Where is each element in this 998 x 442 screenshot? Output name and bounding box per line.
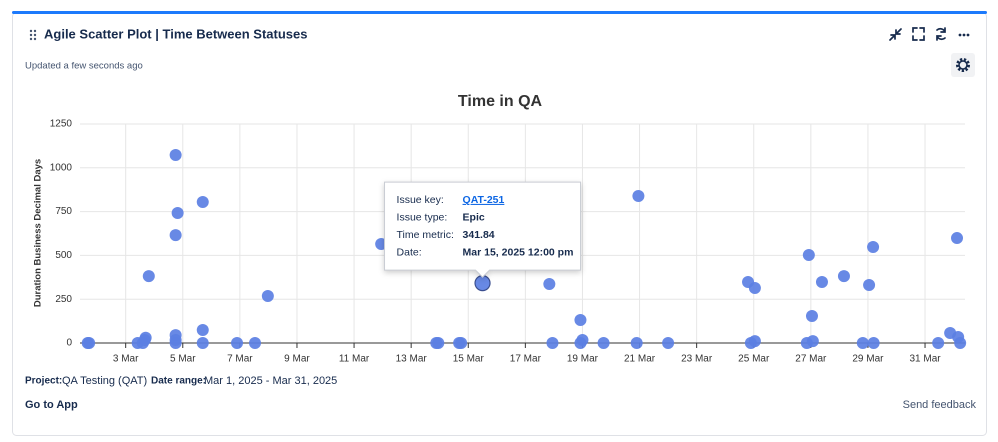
y-tick-label: 1250	[50, 119, 73, 130]
data-point[interactable]	[576, 334, 589, 347]
data-point[interactable]	[867, 240, 880, 253]
tooltip-label: Issue key:	[397, 194, 444, 206]
tooltip-label: Issue type:	[397, 211, 448, 223]
data-point[interactable]	[196, 337, 209, 349]
x-tick-label: 9 Mar	[284, 354, 310, 365]
x-tick-label: 3 Mar	[113, 354, 139, 365]
data-point[interactable]	[169, 229, 182, 242]
data-point[interactable]	[815, 276, 828, 289]
tooltip-value: Mar 15, 2025 12:00 pm	[463, 246, 574, 258]
data-point[interactable]	[574, 314, 587, 327]
data-point[interactable]	[748, 335, 761, 348]
x-tick-label: 29 Mar	[852, 354, 884, 365]
x-tick-label: 21 Mar	[624, 354, 656, 365]
data-point[interactable]	[249, 337, 262, 349]
x-tick-label: 15 Mar	[453, 354, 485, 365]
data-point[interactable]	[597, 337, 610, 349]
minimize-icon[interactable]	[889, 28, 902, 41]
data-point[interactable]	[805, 310, 818, 323]
tooltip-label: Date:	[397, 246, 422, 258]
x-tick-label: 7 Mar	[227, 354, 253, 365]
data-point[interactable]	[474, 275, 491, 292]
points	[81, 149, 967, 349]
x-tick-label: 5 Mar	[170, 354, 196, 365]
data-point[interactable]	[455, 337, 468, 349]
data-point[interactable]	[432, 337, 445, 349]
date-range-value: Mar 1, 2025 - Mar 31, 2025	[204, 375, 337, 387]
data-point[interactable]	[951, 232, 964, 245]
data-point[interactable]	[261, 290, 274, 303]
go-to-app-link[interactable]: Go to App	[25, 399, 78, 411]
x-tick-label: 25 Mar	[738, 354, 770, 365]
data-point[interactable]	[196, 324, 209, 337]
y-tick-label: 1000	[50, 162, 73, 173]
y-tick-label: 250	[55, 294, 72, 305]
send-feedback-link[interactable]: Send feedback	[903, 399, 977, 411]
widget-title: Agile Scatter Plot | Time Between Status…	[44, 26, 307, 41]
refresh-icon[interactable]	[936, 27, 946, 41]
data-point[interactable]	[867, 337, 880, 349]
tooltip-value: Epic	[463, 211, 485, 223]
tooltip-value: 341.84	[463, 229, 495, 241]
data-point[interactable]	[806, 335, 819, 348]
tooltip-box	[384, 181, 582, 278]
y-tick-label: 750	[55, 206, 72, 217]
x-tick-label: 31 Mar	[909, 354, 941, 365]
data-point[interactable]	[837, 270, 850, 283]
card-accent	[12, 11, 987, 14]
data-point[interactable]	[932, 337, 945, 349]
data-point[interactable]	[954, 337, 967, 349]
settings-icon[interactable]	[956, 58, 970, 72]
more-icon[interactable]	[958, 33, 970, 37]
data-point[interactable]	[169, 149, 182, 162]
data-point[interactable]	[142, 270, 155, 283]
data-point[interactable]	[630, 337, 643, 349]
x-tick-label: 23 Mar	[681, 354, 713, 365]
data-point[interactable]	[139, 331, 152, 344]
updated-text: Updated a few seconds ago	[25, 61, 143, 72]
fullscreen-icon[interactable]	[912, 27, 925, 41]
data-point[interactable]	[543, 277, 556, 290]
y-tick-label: 500	[55, 250, 72, 261]
data-point[interactable]	[83, 337, 96, 349]
x-tick-label: 17 Mar	[510, 354, 542, 365]
chart-title: Time in QA	[458, 93, 543, 110]
drag-handle[interactable]	[29, 29, 37, 41]
settings-button[interactable]	[951, 53, 975, 77]
data-point[interactable]	[632, 190, 645, 203]
y-axis-label: Duration Business Decimal Days	[33, 159, 44, 307]
tooltip: Issue key: QAT-251 Issue type: Epic Time met…	[384, 181, 582, 278]
data-point[interactable]	[196, 195, 209, 208]
project-value: QA Testing (QAT)	[62, 375, 147, 387]
data-point[interactable]	[662, 337, 675, 349]
data-point[interactable]	[863, 279, 876, 292]
data-point[interactable]	[231, 337, 244, 349]
tooltip-label: Time metric:	[397, 229, 454, 241]
x-tick-label: 27 Mar	[795, 354, 827, 365]
data-point[interactable]	[546, 337, 559, 349]
project-label: Project:	[25, 376, 62, 387]
issue-key-link[interactable]: QAT-251	[463, 194, 505, 206]
x-tick-label: 19 Mar	[567, 354, 599, 365]
date-range-label: Date range:	[151, 376, 206, 387]
x-tick-label: 13 Mar	[396, 354, 428, 365]
data-point[interactable]	[748, 281, 761, 294]
data-point[interactable]	[856, 337, 869, 349]
y-tick-label: 0	[66, 338, 72, 349]
data-point[interactable]	[171, 207, 184, 220]
data-point[interactable]	[802, 249, 815, 262]
x-tick-label: 11 Mar	[339, 354, 370, 365]
data-point[interactable]	[169, 337, 182, 349]
